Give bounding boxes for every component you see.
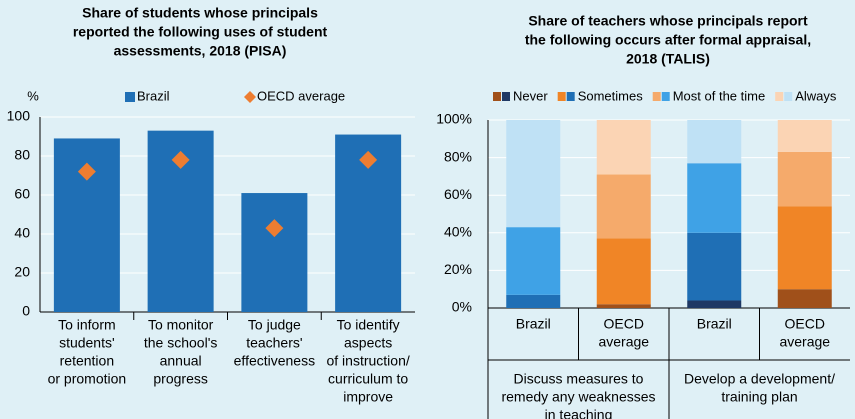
- y-tick-label: 100: [7, 108, 31, 124]
- chart-title: the following occurs after formal apprai…: [525, 32, 811, 48]
- x-tick-label: annual: [160, 353, 202, 369]
- group-label: Develop a development/: [684, 371, 835, 387]
- bar: [241, 193, 308, 312]
- marker: [265, 219, 284, 238]
- y-axis-label: %: [27, 88, 39, 103]
- legend-label: Always: [795, 88, 837, 103]
- x-tick-label: teachers': [246, 335, 302, 351]
- group-label: remedy any weaknesses: [501, 389, 655, 405]
- y-tick-label: 0%: [452, 299, 472, 315]
- x-tick-label: retention: [60, 353, 114, 369]
- legend-label: Never: [513, 88, 548, 103]
- y-tick-label: 100%: [436, 111, 472, 127]
- y-tick-label: 80%: [444, 148, 472, 164]
- x-tick-label: Brazil: [516, 316, 551, 332]
- x-tick-label: OECD: [604, 316, 644, 332]
- y-tick-label: 60%: [444, 186, 472, 202]
- bar-segment: [596, 304, 651, 308]
- legend-swatch: [125, 92, 135, 102]
- x-tick-label: students': [59, 335, 115, 351]
- bar-segment: [687, 300, 742, 308]
- bar-segment: [777, 120, 832, 152]
- x-tick-label: OECD: [785, 316, 825, 332]
- legend-label: Brazil: [137, 88, 170, 103]
- x-tick-label: improve: [343, 389, 393, 405]
- chart-title: reported the following uses of student: [73, 24, 328, 40]
- legend-label: OECD average: [257, 88, 345, 103]
- legend-swatch: [784, 92, 793, 101]
- y-tick-label: 20: [14, 264, 30, 280]
- y-tick-label: 0: [22, 303, 30, 319]
- x-tick-label: To identify: [337, 317, 400, 333]
- y-tick-label: 60: [14, 186, 30, 202]
- bar-segment: [506, 294, 561, 308]
- bar-segment: [687, 232, 742, 301]
- bar-segment: [687, 163, 742, 233]
- legend-swatch: [775, 92, 784, 101]
- x-tick-label: or promotion: [48, 371, 127, 387]
- legend-label: Sometimes: [578, 88, 644, 103]
- chart-title: Share of teachers whose principals repor…: [528, 13, 808, 29]
- bar-segment: [596, 238, 651, 305]
- bar-segment: [777, 289, 832, 308]
- x-tick-label: curriculum to: [328, 371, 408, 387]
- legend-swatch: [502, 92, 510, 101]
- x-tick-label: average: [779, 334, 830, 350]
- legend-swatch: [661, 92, 670, 101]
- legend-swatch: [557, 92, 566, 101]
- x-tick-label: progress: [153, 371, 207, 387]
- bar-segment: [777, 151, 832, 207]
- group-label: training plan: [721, 389, 797, 405]
- bar-segment: [596, 174, 651, 239]
- x-tick-label: To inform: [58, 317, 116, 333]
- bar-segment: [506, 120, 561, 228]
- y-tick-label: 40: [14, 225, 30, 241]
- x-tick-label: average: [598, 334, 649, 350]
- legend-label: Most of the time: [673, 88, 765, 103]
- y-tick-label: 40%: [444, 224, 472, 240]
- x-tick-label: To judge: [248, 317, 301, 333]
- bar-segment: [687, 120, 742, 164]
- x-tick-label: To monitor: [148, 317, 214, 333]
- y-tick-label: 20%: [444, 261, 472, 277]
- chart-title: 2018 (TALIS): [626, 51, 710, 67]
- marker: [359, 150, 378, 169]
- chart-title: Share of students whose principals: [82, 5, 318, 21]
- x-tick-label: the school's: [144, 335, 218, 351]
- marker: [77, 162, 96, 181]
- chart-title: assessments, 2018 (PISA): [114, 43, 287, 59]
- marker: [171, 150, 190, 169]
- legend-swatch: [493, 92, 501, 101]
- x-tick-label: of instruction/: [326, 353, 409, 369]
- legend-swatch: [566, 92, 575, 101]
- group-label: Discuss measures to: [514, 371, 644, 387]
- bar-segment: [506, 227, 561, 295]
- legend-swatch: [244, 91, 256, 103]
- x-tick-label: Brazil: [697, 316, 732, 332]
- legend-swatch: [652, 92, 661, 101]
- y-tick-label: 80: [14, 147, 30, 163]
- group-label: in teaching: [545, 407, 613, 419]
- x-tick-label: effectiveness: [234, 353, 315, 369]
- x-tick-label: aspects: [344, 335, 392, 351]
- bar-segment: [777, 206, 832, 290]
- bar-segment: [596, 120, 651, 175]
